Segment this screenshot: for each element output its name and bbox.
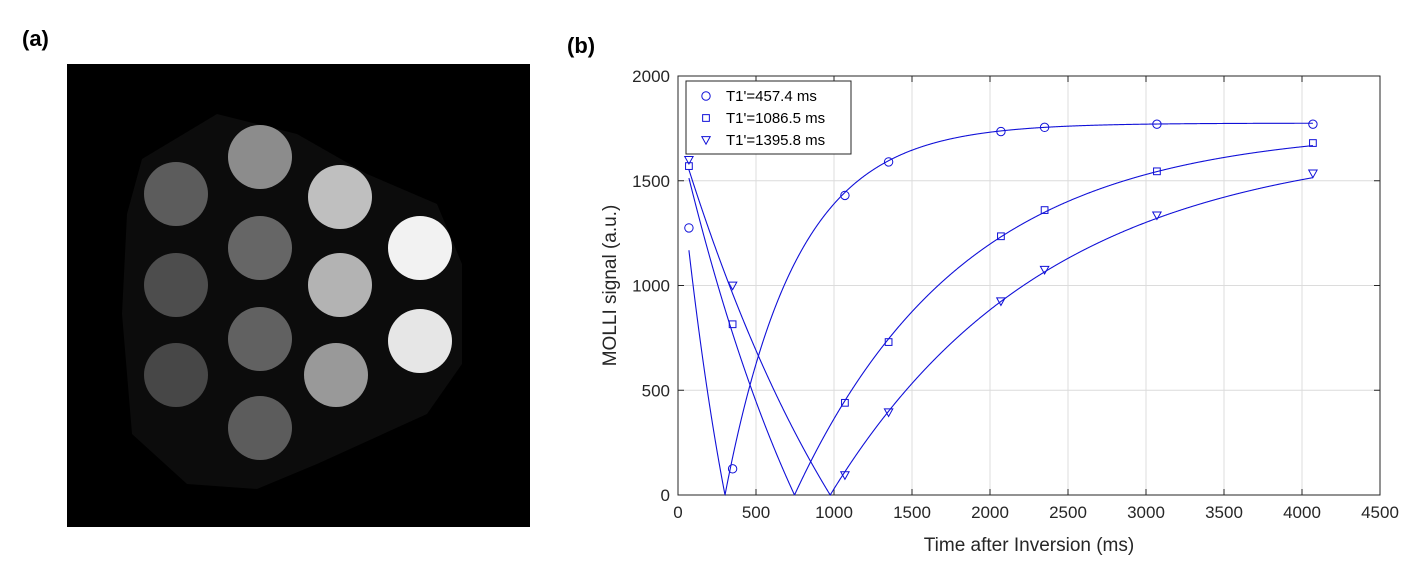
phantom-vial bbox=[308, 253, 372, 317]
x-tick-label: 500 bbox=[742, 503, 770, 522]
x-tick-label: 2500 bbox=[1049, 503, 1087, 522]
data-point-triangle bbox=[1151, 211, 1162, 221]
data-point-circle bbox=[1308, 119, 1318, 129]
phantom-vial bbox=[228, 307, 292, 371]
fit-curve-3 bbox=[688, 169, 1314, 496]
phantom-vial bbox=[144, 343, 208, 407]
phantom-image bbox=[67, 64, 530, 527]
y-tick-label: 500 bbox=[642, 381, 670, 400]
data-point-circle bbox=[684, 223, 694, 233]
data-point-circle bbox=[1039, 122, 1050, 133]
data-point-triangle bbox=[727, 281, 738, 291]
phantom-vial bbox=[228, 216, 292, 280]
fit-curve-2 bbox=[688, 145, 1313, 496]
legend-marker-circle bbox=[701, 91, 711, 101]
y-tick-label: 0 bbox=[661, 486, 670, 505]
x-tick-label: 0 bbox=[673, 503, 682, 522]
legend-marker-square bbox=[702, 114, 710, 122]
y-tick-label: 1500 bbox=[632, 172, 670, 191]
legend-box bbox=[685, 80, 852, 155]
data-point-circle bbox=[996, 126, 1006, 137]
data-point-circle bbox=[1152, 119, 1162, 129]
data-point-triangle bbox=[1307, 169, 1318, 179]
phantom-body bbox=[122, 114, 462, 489]
data-point-triangle bbox=[1039, 265, 1050, 276]
legend-label: T1'=1086.5 ms bbox=[726, 110, 825, 127]
x-tick-label: 4500 bbox=[1361, 503, 1399, 522]
fit-curve-1 bbox=[688, 122, 1313, 496]
legend-marker-triangle bbox=[700, 136, 712, 146]
data-point-triangle bbox=[839, 471, 850, 481]
x-axis-label: Time after Inversion (ms) bbox=[924, 535, 1134, 556]
data-point-triangle bbox=[995, 297, 1006, 307]
panel-a-label: (a) bbox=[22, 26, 49, 51]
legend-label: T1'=457.4 ms bbox=[726, 88, 817, 105]
legend-label: T1'=1395.8 ms bbox=[726, 132, 825, 149]
x-tick-label: 1000 bbox=[815, 503, 853, 522]
phantom-vial bbox=[144, 253, 208, 317]
x-tick-label: 3500 bbox=[1205, 503, 1243, 522]
data-point-square bbox=[1040, 206, 1049, 214]
data-point-circle bbox=[883, 157, 894, 167]
phantom-vial bbox=[228, 125, 292, 189]
data-point-circle bbox=[840, 190, 850, 201]
x-tick-label: 2000 bbox=[971, 503, 1009, 522]
data-point-square bbox=[728, 320, 737, 329]
phantom-vial bbox=[228, 396, 292, 460]
phantom-vial bbox=[388, 216, 452, 280]
data-point-square bbox=[1153, 167, 1161, 176]
phantom-vial bbox=[304, 343, 368, 407]
data-point-square bbox=[841, 398, 849, 407]
x-tick-label: 1500 bbox=[893, 503, 931, 522]
data-point-square bbox=[884, 338, 893, 346]
panel-b-label: (b) bbox=[567, 33, 596, 58]
data-point-circle bbox=[727, 464, 738, 474]
data-point-square bbox=[685, 162, 693, 170]
x-tick-label: 3000 bbox=[1127, 503, 1165, 522]
data-point-triangle bbox=[683, 155, 694, 166]
y-axis-label: MOLLI signal (a.u.) bbox=[600, 205, 621, 367]
molli-chart: 0 500 1000 1500 2000 2500 3000 3500 4000 4500 0 500… bbox=[600, 67, 1399, 556]
x-tick-label: 4000 bbox=[1283, 503, 1321, 522]
phantom-vial bbox=[308, 165, 372, 229]
data-point-square bbox=[1309, 139, 1317, 147]
phantom-vial bbox=[144, 162, 208, 226]
data-point-square bbox=[997, 232, 1005, 241]
y-tick-label: 1000 bbox=[632, 277, 670, 296]
phantom-vial bbox=[388, 309, 452, 373]
data-point-triangle bbox=[883, 408, 894, 418]
y-tick-label: 2000 bbox=[632, 67, 670, 86]
